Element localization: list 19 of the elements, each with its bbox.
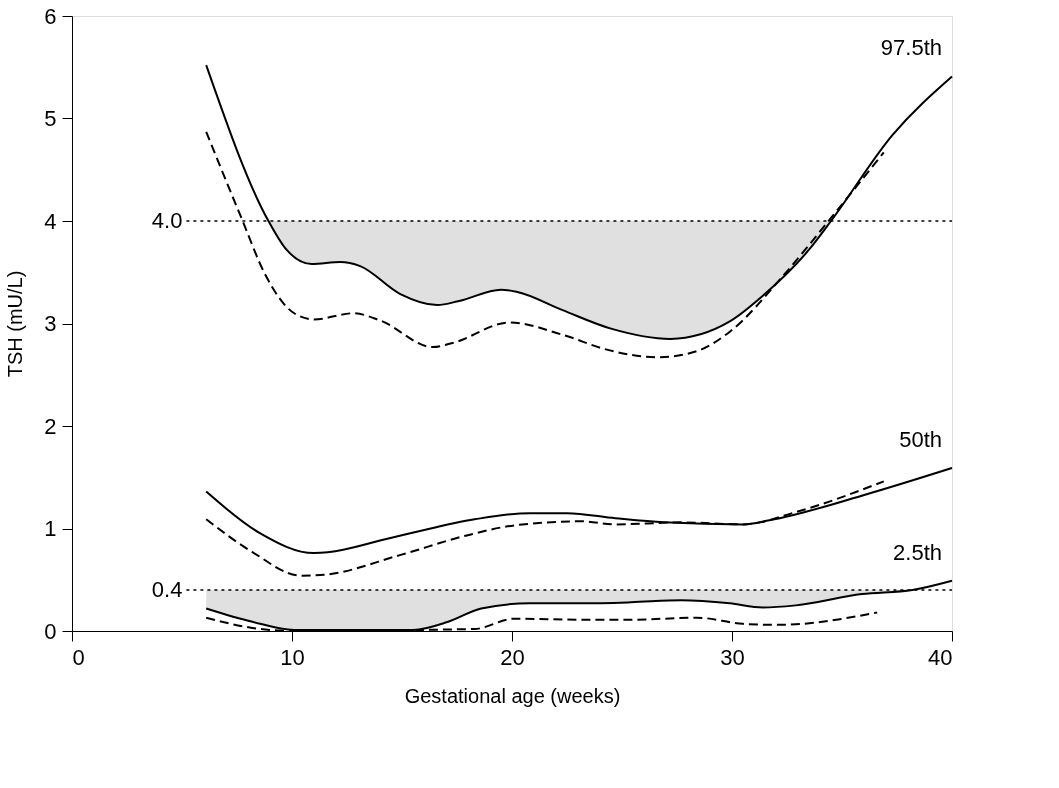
x-tick-label: 10 [280,644,305,670]
y-tick-label: 2 [44,413,57,439]
y-tick-label: 0 [44,618,57,644]
ref-line-label: 0.4 [151,577,183,602]
series-label: 2.5th [893,539,942,565]
series-label: 50th [899,427,942,453]
x-tick-label: 0 [72,644,85,670]
x-tick-label: 30 [720,644,745,670]
x-axis-title: Gestational age (weeks) [404,684,621,707]
ref-line-label: 4.0 [151,208,183,233]
y-tick-label: 1 [44,516,57,541]
y-tick-label: 5 [44,106,57,131]
x-tick-label: 40 [928,644,953,670]
series-label: 97.5th [880,35,942,61]
y-tick-label: 6 [44,3,57,29]
y-tick-label: 3 [44,311,57,336]
y-tick-label: 4 [44,208,57,234]
x-tick-label: 20 [500,644,525,670]
y-axis-title: TSH (mU/L) [4,270,27,378]
